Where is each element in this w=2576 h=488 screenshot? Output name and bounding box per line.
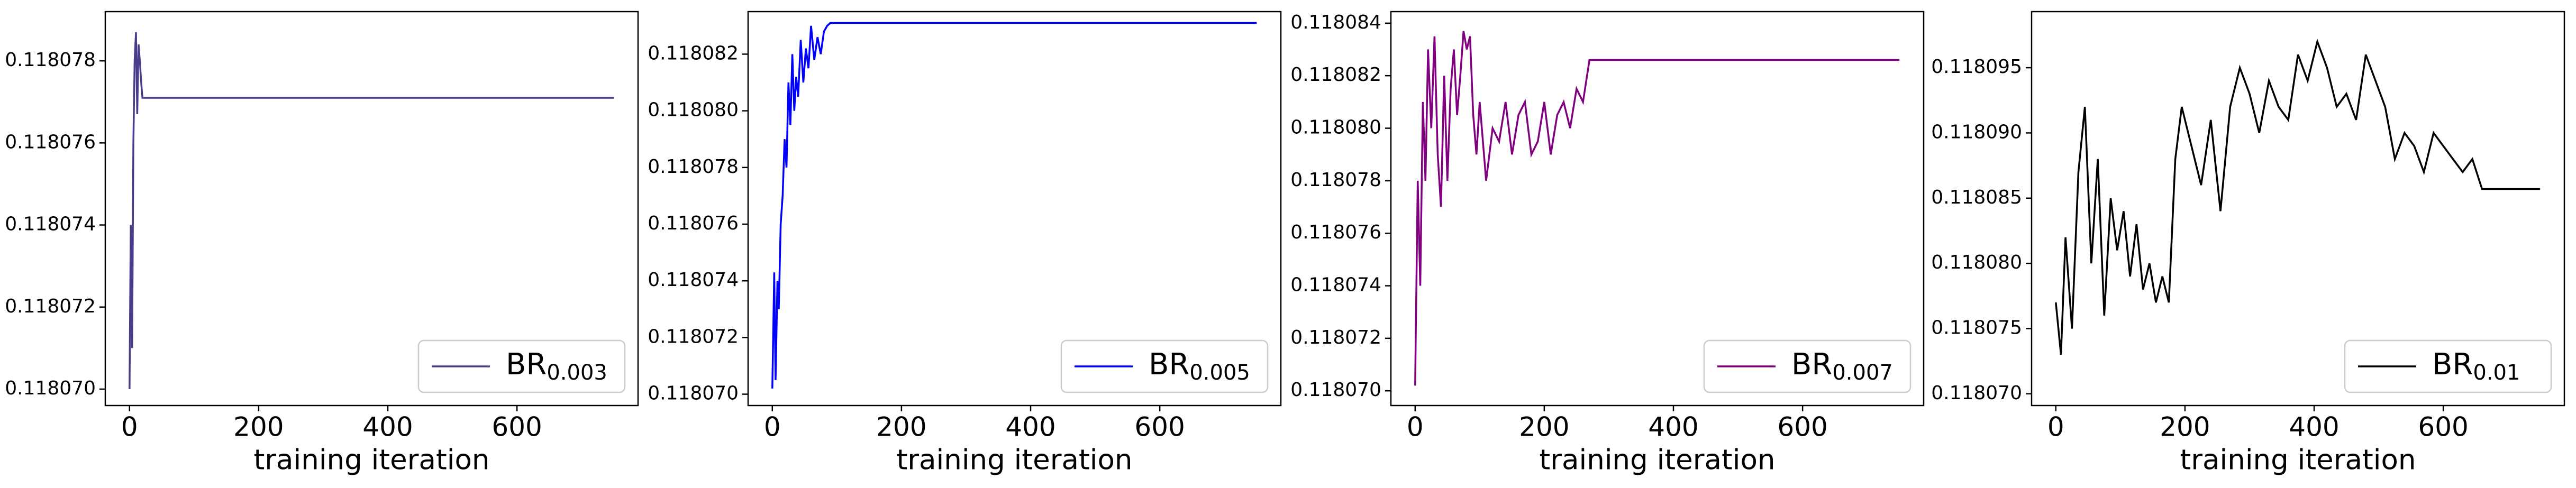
x-tick-label: 400 — [1648, 412, 1698, 443]
data-line — [2055, 38, 2541, 355]
y-tick-label: 0.118074 — [648, 269, 739, 291]
x-tick-label: 0 — [764, 412, 781, 443]
y-tick-label: 0.118078 — [1290, 169, 1381, 191]
plot-frame — [1390, 11, 1925, 407]
y-tick-label: 0.118076 — [1290, 222, 1381, 243]
y-tick-label: 0.118078 — [648, 156, 739, 178]
y-tick-label: 0.118085 — [1931, 187, 2022, 208]
y-tick-label: 0.118072 — [5, 296, 96, 317]
legend-label: BR0.005 — [1149, 347, 1250, 385]
x-tick-label: 400 — [1005, 412, 1055, 443]
y-tick-label: 0.118078 — [5, 49, 96, 71]
legend-box — [1703, 339, 1911, 393]
legend-name: BR — [506, 347, 547, 382]
legend-name: BR — [1791, 347, 1832, 382]
x-tick-label: 200 — [1519, 412, 1569, 443]
y-tick-label: 0.118076 — [648, 213, 739, 234]
data-line — [1414, 31, 1900, 386]
y-tick-label: 0.118080 — [1931, 252, 2022, 273]
y-tick-label: 0.118076 — [5, 131, 96, 153]
y-tick-label: 0.118072 — [648, 326, 739, 347]
plot-frame — [747, 11, 1282, 407]
x-tick-label: 0 — [121, 412, 138, 443]
x-tick-label: 200 — [876, 412, 926, 443]
data-line — [129, 32, 614, 390]
legend-label: BR0.007 — [1791, 347, 1893, 385]
y-tick-label: 0.118082 — [1290, 64, 1381, 86]
legend-subscript: 0.01 — [2473, 361, 2520, 385]
y-tick-label: 0.118074 — [5, 214, 96, 235]
x-axis-label: training iteration — [253, 444, 489, 476]
x-tick-label: 600 — [2418, 412, 2468, 443]
legend-name: BR — [2432, 347, 2473, 382]
x-tick-label: 0 — [1407, 412, 1424, 443]
x-tick-label: 0 — [2047, 412, 2064, 443]
x-tick-label: 200 — [2160, 412, 2210, 443]
x-tick-label: 400 — [362, 412, 413, 443]
y-tick-label: 0.118082 — [648, 42, 739, 64]
y-tick-label: 0.118095 — [1931, 56, 2022, 78]
legend-subscript: 0.007 — [1832, 361, 1893, 385]
x-tick-label: 200 — [233, 412, 284, 443]
y-tick-label: 0.118080 — [1290, 117, 1381, 139]
y-tick-label: 0.118074 — [1290, 274, 1381, 296]
legend-box — [1060, 339, 1269, 393]
legend-box — [2344, 339, 2552, 393]
data-line — [771, 22, 1257, 389]
plot-frame — [2031, 11, 2565, 407]
legend-label: BR0.003 — [506, 347, 607, 385]
y-tick-label: 0.118072 — [1290, 327, 1381, 348]
x-axis-label: training iteration — [1539, 444, 1775, 476]
x-tick-label: 600 — [491, 412, 542, 443]
legend-name: BR — [1149, 347, 1189, 382]
plot-frame — [104, 11, 639, 407]
y-tick-label: 0.118084 — [1290, 12, 1381, 33]
y-tick-label: 0.118070 — [648, 383, 739, 404]
x-tick-label: 600 — [1777, 412, 1827, 443]
x-tick-label: 600 — [1134, 412, 1185, 443]
y-tick-label: 0.118070 — [5, 377, 96, 399]
x-axis-label: training iteration — [896, 444, 1132, 476]
y-tick-label: 0.118070 — [1931, 382, 2022, 404]
x-tick-label: 400 — [2289, 412, 2339, 443]
y-tick-label: 0.118080 — [648, 99, 739, 121]
x-axis-label: training iteration — [2180, 444, 2416, 476]
legend-subscript: 0.005 — [1189, 361, 1250, 385]
y-tick-label: 0.118090 — [1931, 121, 2022, 143]
legend-label: BR0.01 — [2432, 347, 2520, 385]
y-tick-label: 0.118070 — [1290, 379, 1381, 401]
legend-box — [417, 339, 626, 393]
y-tick-label: 0.118075 — [1931, 317, 2022, 338]
legend-subscript: 0.003 — [547, 361, 607, 385]
